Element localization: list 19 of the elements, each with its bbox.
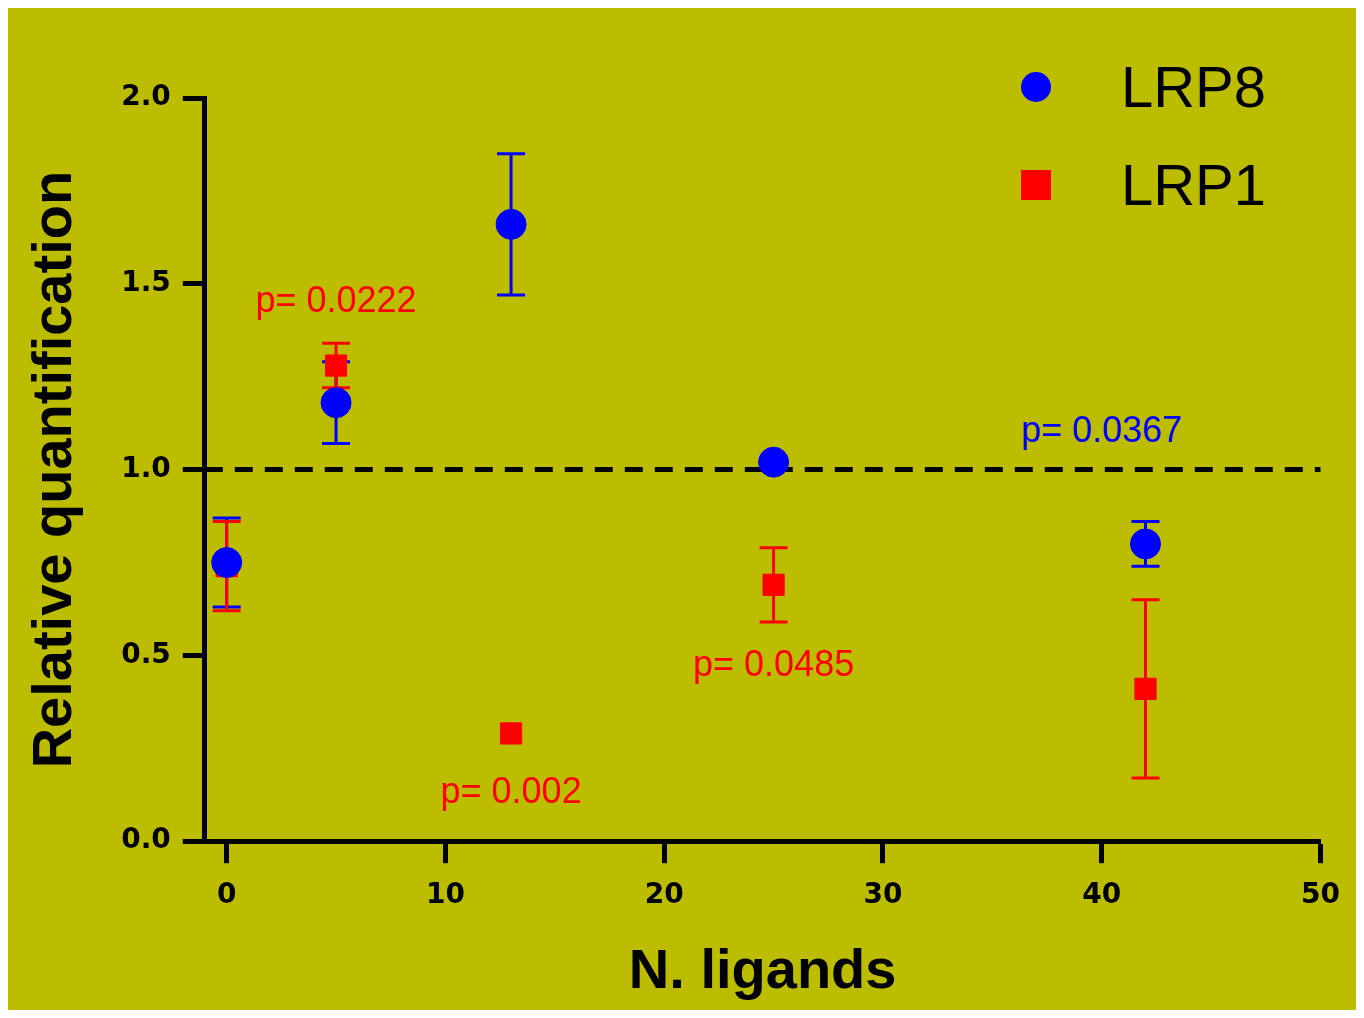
legend-label: LRP8 [1120, 54, 1266, 119]
y-tick-label: 1.5 [121, 265, 171, 299]
x-tick-label: 10 [425, 877, 465, 911]
annotation: p= 0.0222 [255, 279, 417, 321]
y-tick-label: 2.0 [121, 79, 171, 113]
y-axis-title: Relative quantification [20, 170, 84, 769]
y-tick-label: 0.5 [121, 636, 171, 670]
x-tick-label: 30 [863, 877, 903, 911]
y-tick-label: 0.0 [121, 822, 171, 856]
x-tick-label: 0 [216, 877, 237, 911]
x-axis-title: N. ligands [628, 936, 897, 1000]
x-tick-label: 40 [1082, 877, 1122, 911]
x-tick-label: 50 [1301, 877, 1340, 911]
legend-label: LRP1 [1120, 152, 1266, 217]
annotation: p= 0.002 [440, 769, 582, 811]
x-tick-label: 20 [644, 877, 684, 911]
annotation: p= 0.0367 [1021, 409, 1183, 451]
y-tick-label: 1.0 [121, 450, 171, 484]
annotation: p= 0.0485 [693, 643, 855, 685]
